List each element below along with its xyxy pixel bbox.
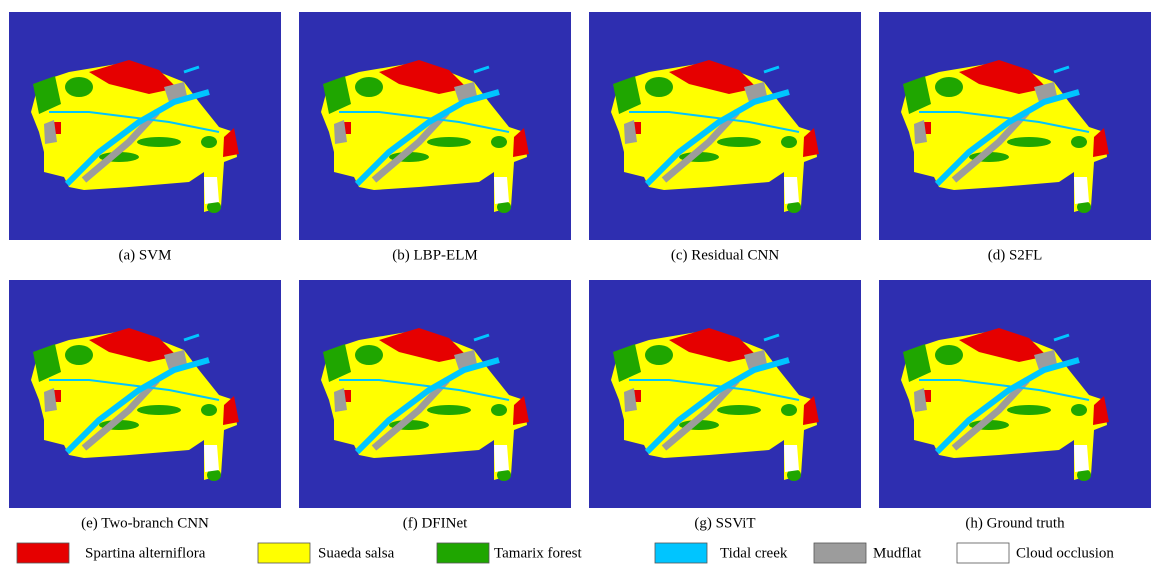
legend-swatch xyxy=(655,543,707,563)
legend-swatch xyxy=(957,543,1009,563)
legend-label: Cloud occlusion xyxy=(1016,545,1114,561)
legend-label: Spartina alterniflora xyxy=(85,545,206,561)
legend-swatch xyxy=(437,543,489,563)
classification-map xyxy=(879,280,1151,508)
classification-map xyxy=(879,12,1151,240)
classification-map xyxy=(299,12,571,240)
legend-label: Suaeda salsa xyxy=(318,545,395,561)
panel-caption: (h) Ground truth xyxy=(965,515,1065,531)
classification-map xyxy=(9,280,281,508)
panel-caption: (b) LBP-ELM xyxy=(392,247,477,263)
legend-label: Mudflat xyxy=(873,545,922,561)
classification-map xyxy=(9,12,281,240)
panel-caption: (g) SSViT xyxy=(694,515,755,531)
classification-map xyxy=(589,280,861,508)
classification-map xyxy=(589,12,861,240)
figure: (a) SVM (b) LBP-ELM (c) Residual CNN (d) S2… xyxy=(0,0,1153,565)
legend-swatch xyxy=(814,543,866,563)
panel-caption: (f) DFINet xyxy=(403,515,468,531)
panel-caption: (c) Residual CNN xyxy=(671,247,779,263)
classification-map xyxy=(299,280,571,508)
legend-swatch xyxy=(258,543,310,563)
legend-swatch xyxy=(17,543,69,563)
panel-caption: (e) Two-branch CNN xyxy=(81,515,209,531)
legend-label: Tamarix forest xyxy=(494,545,582,561)
legend-label: Tidal creek xyxy=(720,545,788,561)
panel-caption: (a) SVM xyxy=(119,247,172,263)
panel-caption: (d) S2FL xyxy=(988,247,1043,263)
